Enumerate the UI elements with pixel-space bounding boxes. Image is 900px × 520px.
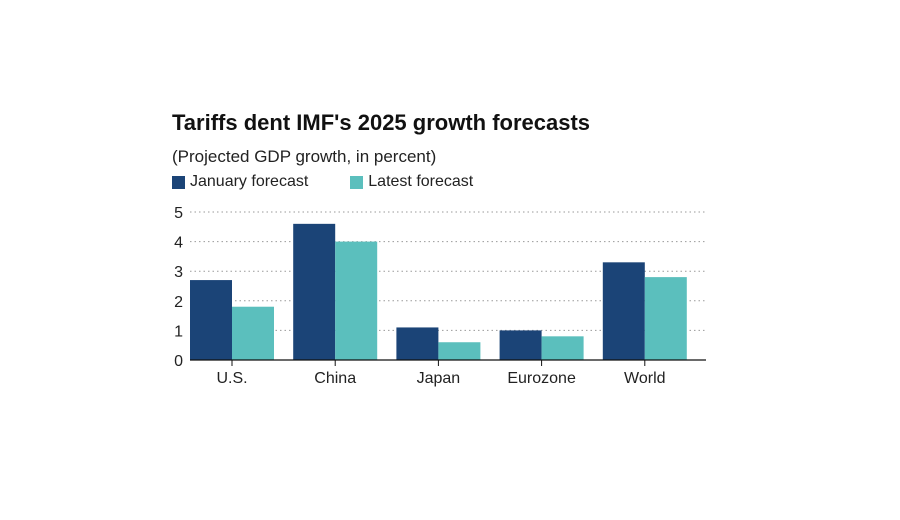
x-tick-label: World: [624, 370, 666, 387]
y-tick-label: 5: [174, 205, 183, 222]
y-tick-label: 0: [174, 353, 183, 370]
x-tick-label: U.S.: [216, 370, 247, 387]
bar-latest-us: [232, 306, 274, 360]
bar-latest-china: [335, 241, 378, 360]
y-tick-label: 1: [174, 323, 183, 340]
x-tick-label: Eurozone: [507, 370, 576, 387]
legend-swatch-january: [172, 175, 185, 189]
y-tick-label: 3: [174, 264, 183, 281]
bar-latest-eurozone: [541, 336, 584, 360]
chart-title: Tariffs dent IMF's 2025 growth forecasts: [172, 110, 591, 135]
bar-latest-world: [644, 277, 687, 360]
legend-label-latest: Latest forecast: [368, 173, 474, 190]
legend-item-january: January forecast: [172, 173, 308, 191]
y-tick-label: 4: [174, 235, 183, 252]
bar-latest-japan: [438, 342, 481, 360]
y-tick-label: 2: [174, 294, 183, 311]
x-tick-label: China: [314, 370, 356, 387]
legend-swatch-latest: [350, 175, 364, 189]
bar-january-world: [602, 262, 645, 360]
legend-item-latest: Latest forecast: [350, 173, 473, 191]
bar-january-us: [190, 280, 232, 360]
bar-january-eurozone: [499, 330, 542, 360]
legend-label-january: January forecast: [190, 173, 309, 190]
bar-january-china: [293, 223, 336, 360]
bar-january-japan: [396, 327, 439, 360]
chart-legend: January forecast Latest forecast: [172, 173, 515, 191]
x-tick-label: Japan: [417, 370, 461, 387]
chart-subtitle: (Projected GDP growth, in percent): [172, 147, 437, 166]
